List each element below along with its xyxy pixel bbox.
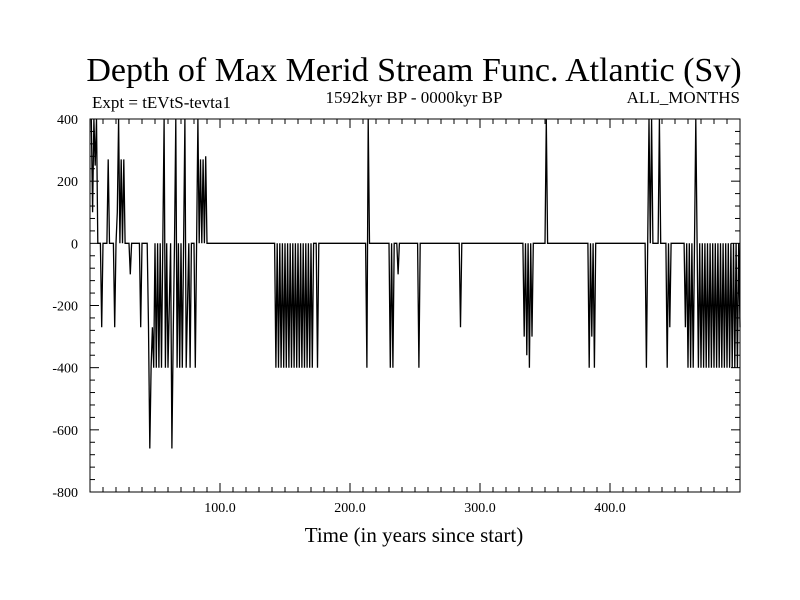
y-tick-label: -600	[52, 424, 78, 439]
chart-title: Depth of Max Merid Stream Func. Atlantic…	[86, 52, 741, 89]
x-tick-label: 100.0	[204, 501, 236, 516]
plot-area: 100.0 200.0 300.0 400.0 -800 -600 -400 -200 0 200…	[52, 113, 741, 516]
x-tick-label: 400.0	[594, 501, 626, 516]
x-tick-label: 300.0	[464, 501, 496, 516]
y-tick-label: 200	[57, 175, 78, 190]
chart-subtitle-right: ALL_MONTHS	[627, 88, 740, 107]
y-tick-label: -200	[52, 300, 78, 315]
y-tick-label: 400	[57, 113, 78, 128]
x-axis-label: Time (in years since start)	[305, 523, 524, 547]
y-tick-label: 0	[71, 237, 78, 252]
y-tick-label: -800	[52, 486, 78, 501]
y-tick-label: -400	[52, 362, 78, 377]
series-line	[90, 118, 741, 449]
chart-subtitle-left: Expt = tEVtS-tevta1	[92, 93, 231, 112]
chart-subtitle-center: 1592kyr BP - 0000kyr BP	[326, 88, 503, 107]
x-tick-label: 200.0	[334, 501, 366, 516]
